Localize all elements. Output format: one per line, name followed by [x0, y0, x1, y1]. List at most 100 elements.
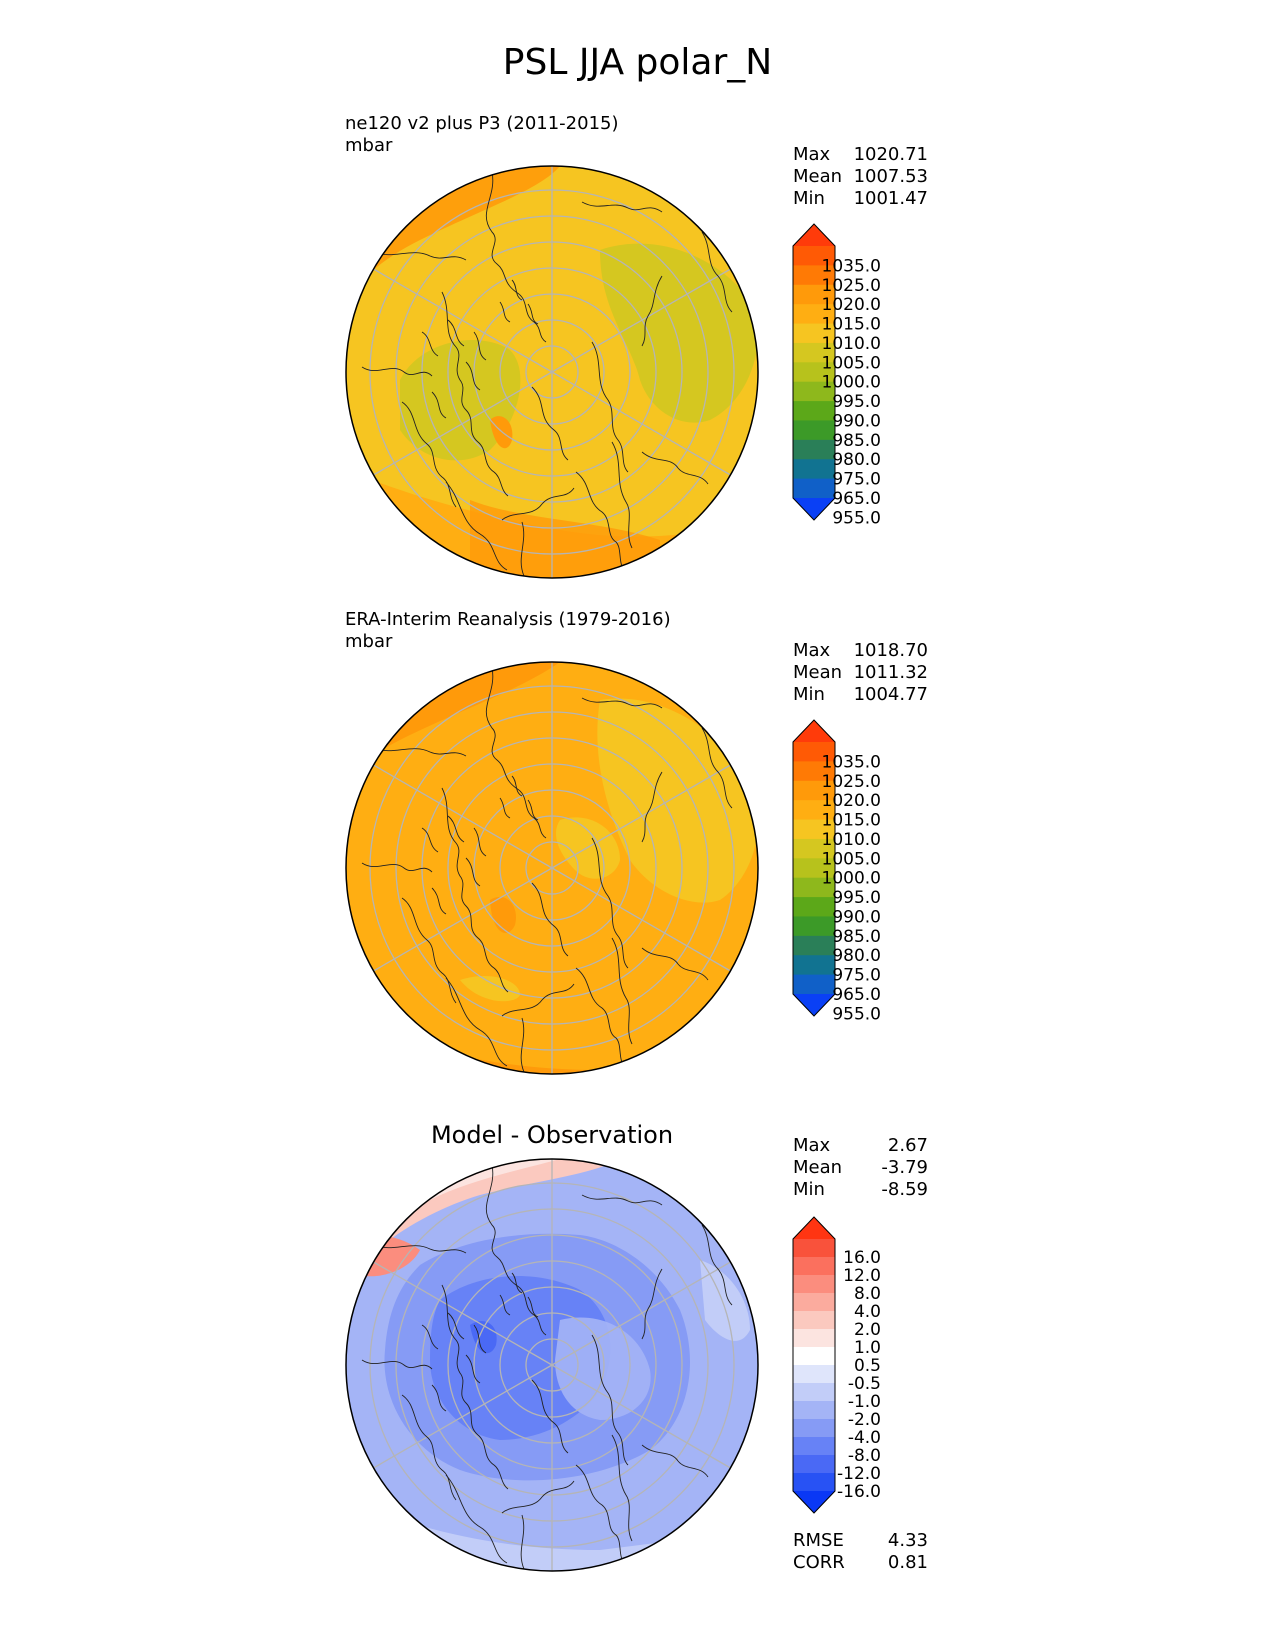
colorbar-tick-label: 1015.0 — [822, 811, 881, 831]
colorbar-outline — [792, 223, 836, 521]
colorbar-tick-label: 1.0 — [854, 1338, 881, 1358]
colorbar-swatch — [793, 800, 835, 821]
colorbar-swatch — [793, 935, 835, 956]
colorbar-swatch — [793, 1437, 835, 1456]
colorbar-swatch — [793, 742, 835, 762]
colorbar-swatch — [793, 304, 835, 325]
colorbar-swatch — [793, 246, 835, 266]
colorbar-swatch — [793, 858, 835, 879]
colorbar-swatch — [793, 420, 835, 441]
colorbar-swatch — [793, 478, 835, 499]
colorbar-extend-min — [793, 1491, 835, 1513]
colorbar-tick-label: 990.0 — [832, 907, 881, 927]
stat-label: Mean — [793, 662, 843, 683]
colorbar-tick-label: 995.0 — [832, 392, 881, 412]
colorbar-tick-label: 12.0 — [843, 1266, 881, 1286]
panel-test-header: ne120 v2 plus P3 (2011-2015) mbar — [345, 113, 619, 157]
stat-value: 1011.32 — [853, 662, 928, 683]
colorbar-tick-label: 16.0 — [843, 1248, 881, 1268]
map-boundary — [345, 661, 759, 1075]
panel-test-stats: Max 1020.71 Mean 1007.53 Min 1001.47 — [793, 144, 928, 210]
panel-reference-title: ERA-Interim Reanalysis (1979-2016) — [345, 609, 671, 630]
colorbar-tick-label: 1010.0 — [822, 334, 881, 354]
stat-value: 4.33 — [887, 1530, 928, 1551]
colorbar-swatch — [793, 1347, 835, 1366]
colorbar-tick-label: 1010.0 — [822, 830, 881, 850]
panel-reference-stats: Max 1018.70 Mean 1011.32 Min 1004.77 — [793, 640, 928, 706]
stat-label: Max — [793, 144, 831, 165]
colorbar-extend-min — [793, 994, 835, 1016]
colorbar-reference: 1035.01025.01020.01015.01010.01005.01000… — [792, 719, 881, 1024]
panel-reference-units: mbar — [345, 631, 393, 652]
panel-diff-extra-stats: RMSE 4.33 CORR 0.81 — [793, 1530, 928, 1574]
colorbar-tick-label: 1025.0 — [822, 772, 881, 792]
colorbar-swatch — [793, 1473, 835, 1492]
colorbar-diff: 16.012.08.04.02.01.00.5-0.5-1.0-2.0-4.0-… — [792, 1216, 881, 1514]
stat-value: 1007.53 — [853, 166, 928, 187]
stat-label: Max — [793, 640, 831, 661]
panel-reference-header: ERA-Interim Reanalysis (1979-2016) mbar — [345, 609, 671, 653]
colorbar-tick-label: 1015.0 — [822, 315, 881, 335]
colorbar-swatch — [793, 439, 835, 460]
stat-label: Mean — [793, 166, 843, 187]
panel-test-units: mbar — [345, 135, 393, 156]
colorbar-swatch — [793, 1329, 835, 1348]
stat-value: 1004.77 — [853, 684, 928, 705]
figure-title: PSL JJA polar_N — [502, 42, 773, 83]
panel-test-title: ne120 v2 plus P3 (2011-2015) — [345, 113, 619, 134]
colorbar-swatch — [793, 265, 835, 286]
colorbar-swatch — [793, 1311, 835, 1330]
colorbar-tick-label: 8.0 — [854, 1284, 881, 1304]
colorbar-swatch — [793, 323, 835, 344]
colorbar-tick-label: -12.0 — [837, 1464, 881, 1484]
colorbar-swatch — [793, 1455, 835, 1474]
colorbar-tick-label: 985.0 — [832, 431, 881, 451]
colorbar-swatch — [793, 819, 835, 840]
colorbar-swatch — [793, 955, 835, 976]
colorbar-swatch — [793, 761, 835, 782]
colorbar-swatch — [793, 459, 835, 480]
colorbar-extend-min — [793, 498, 835, 520]
colorbar-tick-label: 955.0 — [832, 508, 881, 528]
colorbar-outline — [792, 719, 836, 1017]
panel-diff-stats: Max 2.67 Mean -3.79 Min -8.59 — [793, 1135, 928, 1201]
colorbar-swatch — [793, 342, 835, 363]
colorbar-swatch — [793, 1401, 835, 1420]
colorbar-swatch — [793, 1293, 835, 1312]
colorbar-tick-label: 1005.0 — [822, 353, 881, 373]
stat-label: CORR — [793, 1552, 845, 1573]
colorbar-tick-label: -16.0 — [837, 1482, 881, 1502]
map-test — [345, 165, 759, 579]
colorbar-swatch — [793, 916, 835, 937]
colorbar-swatch — [793, 1275, 835, 1294]
colorbar-swatch — [793, 362, 835, 383]
colorbar-tick-label: -4.0 — [848, 1428, 881, 1448]
colorbar-swatch — [793, 1239, 835, 1258]
colorbar-tick-label: 0.5 — [854, 1356, 881, 1376]
colorbar-outline — [792, 1216, 836, 1514]
colorbar-swatch — [793, 381, 835, 402]
colorbar-tick-label: 975.0 — [832, 470, 881, 490]
stat-value: 1018.70 — [853, 640, 928, 661]
colorbar-extend-max — [793, 720, 835, 742]
colorbar-test: 1035.01025.01020.01015.01010.01005.01000… — [792, 223, 881, 528]
colorbar-swatch — [793, 284, 835, 305]
colorbar-tick-label: 985.0 — [832, 927, 881, 947]
stat-label: Min — [793, 1179, 825, 1200]
stat-label: Min — [793, 684, 825, 705]
map-boundary — [345, 165, 759, 579]
colorbar-tick-label: 980.0 — [832, 450, 881, 470]
colorbar-tick-label: 980.0 — [832, 946, 881, 966]
colorbar-swatch — [793, 780, 835, 801]
colorbar-tick-label: 995.0 — [832, 888, 881, 908]
colorbar-tick-label: -0.5 — [848, 1374, 881, 1394]
colorbar-tick-label: 4.0 — [854, 1302, 881, 1322]
colorbar-tick-label: 1005.0 — [822, 849, 881, 869]
map-diff — [345, 1158, 759, 1572]
colorbar-tick-label: -1.0 — [848, 1392, 881, 1412]
stat-value: 2.67 — [887, 1135, 928, 1156]
stat-label: Max — [793, 1135, 831, 1156]
colorbar-tick-label: 965.0 — [832, 985, 881, 1005]
colorbar-swatch — [793, 1257, 835, 1276]
